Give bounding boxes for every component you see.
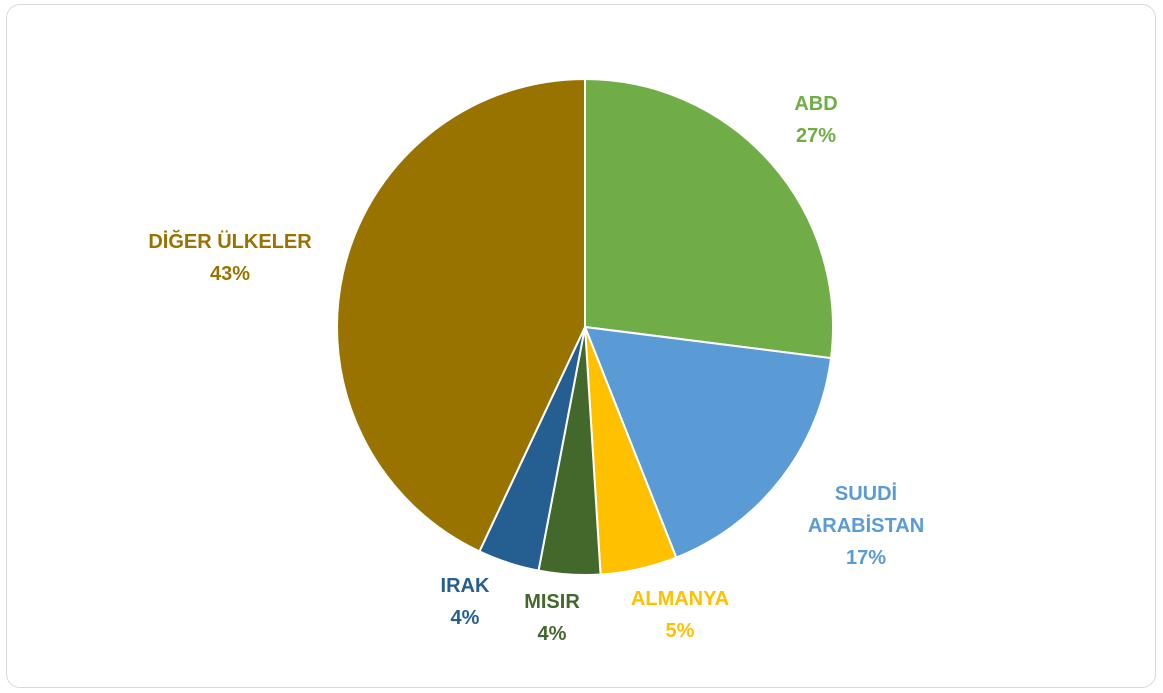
- data-label-category: DİĞER ÜLKELER: [148, 229, 312, 253]
- pie-labels: ABD 27%SUUDİ ARABİSTAN 17%ALMANYA 5%MISIR 4%I…: [148, 93, 924, 645]
- pie-slices: [336, 78, 834, 576]
- data-label-percent: 43%: [210, 263, 250, 285]
- data-label-category: ARABİSTAN: [808, 514, 924, 537]
- data-label-misir: MISIR 4%: [524, 591, 580, 645]
- data-label-irak: IRAK 4%: [441, 575, 490, 629]
- data-label-category: IRAK: [441, 575, 490, 597]
- pie-slice-abd: [584, 78, 834, 360]
- pie-slice-di-ger-ulkeler: [336, 78, 586, 553]
- data-label-abd: ABD 27%: [794, 93, 837, 147]
- data-label-percent: 27%: [796, 125, 836, 147]
- data-label-category: ALMANYA: [631, 588, 729, 610]
- data-label-percent: 17%: [846, 547, 886, 569]
- data-label-category: ABD: [794, 93, 837, 115]
- data-label-category: SUUDİ: [835, 482, 897, 505]
- data-label-di-ger-ulkeler: DİĞER ÜLKELER 43%: [148, 229, 312, 285]
- data-label-percent: 5%: [666, 620, 695, 642]
- pie-slice-suudi-arabi-stan: [584, 326, 833, 559]
- data-label-suudi-arabi-stan: SUUDİ ARABİSTAN 17%: [808, 482, 924, 569]
- data-label-almanya: ALMANYA 5%: [631, 588, 729, 642]
- data-label-percent: 4%: [538, 623, 567, 645]
- data-label-percent: 4%: [451, 607, 480, 629]
- data-label-category: MISIR: [524, 591, 580, 613]
